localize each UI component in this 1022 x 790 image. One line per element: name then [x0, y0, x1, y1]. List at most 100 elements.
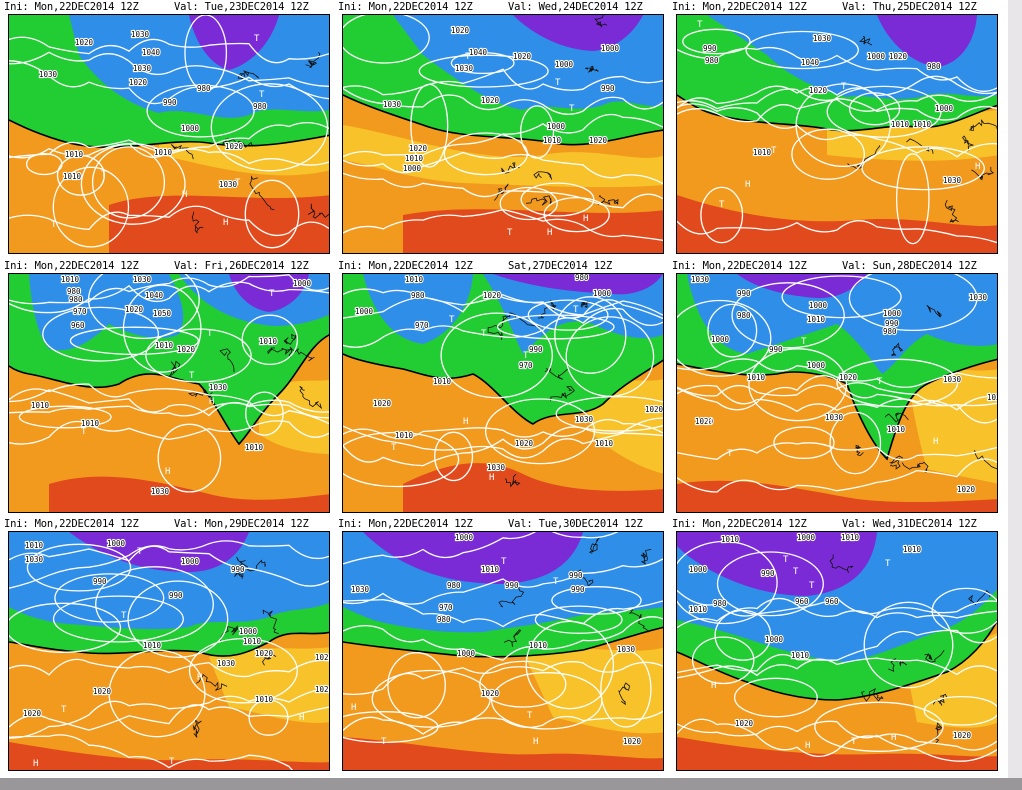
shaded-field — [403, 463, 663, 512]
isobar-label: 1010 — [25, 541, 44, 550]
low-pressure-marker: T — [61, 705, 67, 715]
low-pressure-marker: T — [877, 377, 883, 387]
isobars — [9, 540, 329, 770]
low-pressure-marker: T — [137, 547, 143, 557]
isobar-label: 1030 — [969, 293, 988, 302]
isobar-label: 1000 — [867, 52, 886, 61]
isobar-label: 990 — [169, 591, 183, 600]
init-time-label: Ini: Mon,22DEC2014 12Z — [338, 260, 473, 272]
low-pressure-marker: T — [391, 443, 397, 453]
pressure-map: 1030 1020 1040 1030 1020 1030 990 980 980 1000 101… — [8, 14, 330, 254]
isobar-label: 1020 — [953, 731, 972, 740]
shaded-field — [677, 532, 877, 596]
isobar-label: 1000 — [711, 335, 730, 344]
isobar-label: 980 — [447, 581, 461, 590]
forecast-panel: Ini: Mon,22DEC2014 12Z Val: Fri,26DEC2014… — [4, 259, 330, 515]
isobar-label: 1000 — [293, 279, 312, 288]
isobar-label: 1010 — [31, 401, 50, 410]
pressure-map: 1010 980 980 970 960 1030 1040 1050 1020 1010 1020… — [8, 273, 330, 513]
shaded-field — [827, 110, 997, 161]
panel-header: Ini: Mon,22DEC2014 12Z Val: Tue,30DEC2014… — [338, 517, 668, 531]
high-pressure-marker: H — [489, 473, 494, 483]
panel-header: Ini: Mon,22DEC2014 12Z Val: Fri,26DEC2014… — [4, 259, 334, 273]
isobar-label: 1040 — [469, 48, 488, 57]
low-pressure-marker: T — [573, 305, 579, 315]
isobar-label: 990 — [231, 565, 245, 574]
isobar-label: 1000 — [555, 60, 574, 69]
isobar-label: 1010 — [155, 341, 174, 350]
isobar-label: 1000 — [457, 649, 476, 658]
isobar-label: 1030 — [691, 275, 710, 284]
isobar-label: 1030 — [943, 375, 962, 384]
isobar-label: 1010 — [807, 315, 826, 324]
high-pressure-marker: H — [463, 417, 468, 427]
coastlines — [487, 299, 592, 488]
low-pressure-marker: T — [207, 329, 213, 339]
panel-header: Ini: Mon,22DEC2014 12Z Val: Thu,25DEC2014… — [672, 0, 1002, 14]
isobar-label: 1030 — [131, 30, 150, 39]
front-line — [343, 94, 663, 146]
isobar-label: 1020 — [315, 685, 330, 694]
low-pressure-marker: T — [771, 146, 777, 156]
pressure-map: 1030 990 980 1010 1000 1000 990 980 990 1000 1000 1… — [676, 273, 998, 513]
low-pressure-marker: T — [449, 315, 455, 325]
forecast-panel: Ini: Mon,22DEC2014 12Z Val: Tue,23DEC2014… — [4, 0, 330, 256]
map-graphic: 1000 1030 980 970 1010 990 990 990 980 1000 1010 10… — [343, 532, 663, 770]
isobar-label: 980 — [713, 599, 727, 608]
isobar-label: 1010 — [433, 377, 452, 386]
isobar-label: 1010 — [841, 533, 860, 542]
high-pressure-marker: H — [933, 437, 938, 447]
isobar-label: 980 — [705, 56, 719, 65]
panel-header: Ini: Mon,22DEC2014 12Z Val: Wed,31DEC2014… — [672, 517, 1002, 531]
isobar-label: 1010 — [255, 695, 274, 704]
front-line — [343, 353, 663, 425]
isobar-label: 1020 — [409, 144, 428, 153]
high-pressure-marker: H — [975, 162, 980, 172]
front-line — [9, 631, 329, 657]
isobar-label: 1000 — [455, 533, 474, 542]
high-pressure-marker: H — [209, 397, 214, 407]
low-pressure-marker: T — [235, 178, 241, 188]
isobar-label: 1020 — [75, 38, 94, 47]
isobar-label: 1030 — [813, 34, 832, 43]
isobar-label: 990 — [761, 569, 775, 578]
valid-time-label: Val: Wed,31DEC2014 12Z — [842, 518, 977, 530]
high-pressure-marker: H — [223, 218, 228, 228]
isobars — [9, 274, 329, 493]
isobar-label: 1020 — [125, 305, 144, 314]
low-pressure-marker: T — [51, 220, 57, 230]
pressure-map: 1010 980 1000 970 1020 1000 980 990 970 1010 1020 1… — [342, 273, 664, 513]
low-pressure-marker: T — [507, 228, 513, 238]
coastlines — [494, 15, 619, 206]
forecast-panel: Ini: Mon,22DEC2014 12Z Val: Sun,28DEC2014… — [672, 259, 998, 515]
isobar-label: 990 — [571, 585, 585, 594]
isobar-label: 1030 — [351, 585, 370, 594]
isobar-label: 1020 — [839, 373, 858, 382]
isobar-label: 1030 — [617, 645, 636, 654]
isobar-label: 1010 — [689, 605, 708, 614]
isobar-label: 1020 — [129, 78, 148, 87]
isobar-label: 1010 — [405, 154, 424, 163]
low-pressure-marker: T — [523, 351, 529, 361]
isobar-label: 1020 — [93, 687, 112, 696]
window-right-edge — [1008, 0, 1022, 790]
isobar-label: 990 — [703, 44, 717, 53]
shaded-field — [877, 15, 977, 67]
isobar-label: 1010 — [529, 641, 548, 650]
high-pressure-marker: H — [351, 703, 356, 713]
isobar-label: 1020 — [589, 136, 608, 145]
panel-header: Ini: Mon,22DEC2014 12Z Val: Mon,29DEC2014… — [4, 517, 334, 531]
front-line — [9, 334, 329, 446]
isobar-label: 980 — [67, 287, 81, 296]
low-pressure-marker: T — [885, 559, 891, 569]
isobar-label: 1010 — [65, 150, 84, 159]
isobar-label: 1030 — [209, 383, 228, 392]
isobar-label: 1010 — [595, 439, 614, 448]
coastlines — [498, 536, 652, 706]
valid-time-label: Val: Tue,23DEC2014 12Z — [174, 1, 309, 13]
isobar-label: 960 — [825, 597, 839, 606]
low-pressure-marker: T — [481, 329, 487, 339]
shaded-field — [49, 476, 329, 512]
